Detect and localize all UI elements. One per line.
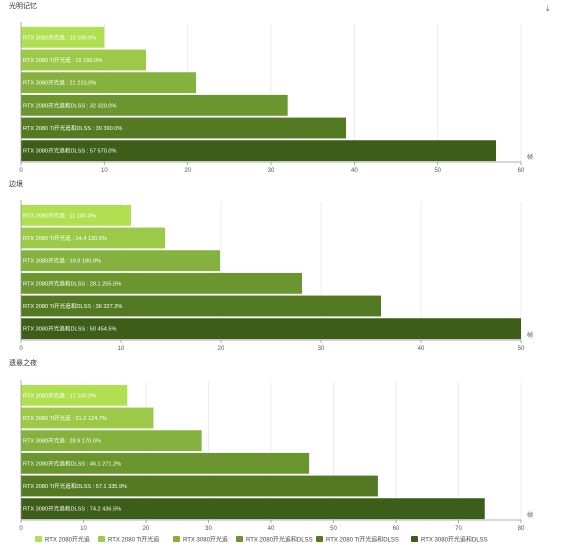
bar[interactable] [21, 117, 346, 139]
bar[interactable] [21, 475, 378, 497]
x-tick-label: 10 [101, 168, 108, 174]
legend-item[interactable]: RTX 2080 Ti开光追 [98, 536, 159, 544]
bar[interactable] [21, 295, 381, 317]
legend-swatch [98, 536, 105, 542]
legend-swatch [316, 536, 323, 542]
bar-label: RTX 3080开光追 : 28.9 170.0% [23, 437, 101, 445]
legend-item[interactable]: RTX 2080 Ti开光追和DLSS [316, 536, 399, 544]
bar[interactable] [21, 227, 165, 249]
x-tick-label: 50 [434, 168, 441, 174]
bar[interactable] [21, 26, 105, 48]
chart-panel: 遗悬之夜 RTX 2080开光追 : 17 100.0% RTX 2080 Ti开光… [9, 358, 533, 532]
bar-label: RTX 2080 Ti开光追 : 21.2 124.7% [23, 414, 107, 422]
bar-label: RTX 2080 Ti开光追 : 15 150.0% [23, 56, 102, 64]
chart-panel: 边境 RTX 2080开光追 : 11 100.0% RTX 2080 Ti开光追 … [9, 179, 533, 352]
bar[interactable] [21, 452, 310, 474]
x-tick-label: 30 [205, 526, 212, 532]
x-tick-label: 0 [19, 346, 23, 352]
x-unit-label: 帧 [527, 153, 533, 161]
x-tick-label: 20 [184, 168, 191, 174]
download-icon[interactable]: ⤓ [546, 4, 550, 13]
x-tick-label: 0 [19, 168, 23, 174]
legend-swatch [411, 536, 418, 542]
bar-label: RTX 2080开光追 : 17 100.0% [23, 391, 96, 399]
bar-label: RTX 2080 Ti开光追和DLSS : 39 390.0% [23, 124, 122, 132]
legend-swatch [236, 536, 243, 542]
legend-item[interactable]: RTX 3080开光追和DLSS [411, 536, 488, 544]
bar-label: RTX 2080开光追和DLSS : 28.1 255.5% [23, 279, 121, 287]
bar-label: RTX 3080开光追 : 21 210.0% [23, 79, 96, 87]
panel-title: 边境 [9, 179, 23, 188]
bar-label: RTX 2080开光追和DLSS : 46.1 271.2% [23, 459, 121, 467]
bar[interactable] [21, 318, 521, 340]
x-tick-label: 60 [518, 168, 525, 174]
bar[interactable] [21, 140, 496, 162]
bar-label: RTX 2080开光追 : 10 100.0% [23, 33, 96, 41]
chart-panels: 光明记忆 RTX 2080开光追 : 10 100.0% RTX 2080 Ti开光… [9, 1, 533, 532]
bar[interactable] [21, 498, 485, 520]
bar[interactable] [21, 384, 128, 406]
legend: RTX 2080开光追 RTX 2080 Ti开光追 RTX 3080开光追 RTX … [35, 536, 488, 544]
panel-title: 光明记忆 [9, 1, 37, 10]
x-tick-label: 20 [143, 526, 150, 532]
x-unit-label: 帧 [527, 331, 533, 339]
x-tick-label: 30 [318, 346, 325, 352]
bar-label: RTX 2080开光追 : 11 100.0% [23, 211, 96, 219]
x-tick-label: 70 [455, 526, 462, 532]
bar-label: RTX 2080开光追和DLSS : 32 320.0% [23, 101, 117, 109]
legend-label: RTX 2080 Ti开光追 [108, 536, 159, 544]
legend-swatch [173, 536, 180, 542]
x-tick-label: 20 [218, 346, 225, 352]
bar[interactable] [21, 49, 146, 71]
x-tick-label: 40 [351, 168, 358, 174]
bar-label: RTX 3080开光追 : 19.9 180.9% [23, 257, 101, 265]
chart-panel: 光明记忆 RTX 2080开光追 : 10 100.0% RTX 2080 Ti开光… [9, 1, 533, 174]
x-tick-label: 50 [330, 526, 337, 532]
bar-label: RTX 3080开光追和DLSS : 57 570.0% [23, 147, 117, 155]
bar[interactable] [21, 94, 288, 116]
legend-label: RTX 3080开光追 [183, 536, 228, 544]
x-tick-label: 40 [418, 346, 425, 352]
bar[interactable] [21, 430, 202, 452]
bar[interactable] [21, 407, 154, 429]
x-tick-label: 30 [268, 168, 275, 174]
x-tick-label: 60 [393, 526, 400, 532]
legend-swatch [35, 536, 42, 542]
bar[interactable] [21, 72, 196, 94]
bar-label: RTX 2080 Ti开光追和DLSS : 57.1 335.9% [23, 482, 127, 490]
x-unit-label: 帧 [527, 511, 533, 519]
legend-item[interactable]: RTX 2080开光追 [35, 536, 90, 544]
x-tick-label: 0 [19, 526, 23, 532]
legend-item[interactable]: RTX 2080开光追和DLSS [236, 536, 313, 544]
x-tick-label: 40 [268, 526, 275, 532]
bar-label: RTX 2080 Ti开光追和DLSS : 36 327.3% [23, 302, 122, 310]
x-tick-label: 50 [518, 346, 525, 352]
bar[interactable] [21, 272, 302, 294]
bar[interactable] [21, 250, 220, 272]
x-tick-label: 80 [518, 526, 525, 532]
legend-label: RTX 2080开光追和DLSS [246, 536, 313, 544]
legend-label: RTX 3080开光追和DLSS [421, 536, 488, 544]
bar[interactable] [21, 204, 131, 226]
legend-label: RTX 2080开光追 [45, 536, 90, 544]
bar-label: RTX 3080开光追和DLSS : 50 454.5% [23, 325, 117, 333]
x-tick-label: 10 [80, 526, 87, 532]
legend-label: RTX 2080 Ti开光追和DLSS [326, 536, 399, 544]
bar-label: RTX 2080 Ti开光追 : 14.4 130.9% [23, 234, 107, 242]
bar-label: RTX 3080开光追和DLSS : 74.2 436.5% [23, 505, 121, 513]
panel-title: 遗悬之夜 [9, 358, 37, 367]
x-tick-label: 10 [118, 346, 125, 352]
legend-item[interactable]: RTX 3080开光追 [173, 536, 228, 544]
